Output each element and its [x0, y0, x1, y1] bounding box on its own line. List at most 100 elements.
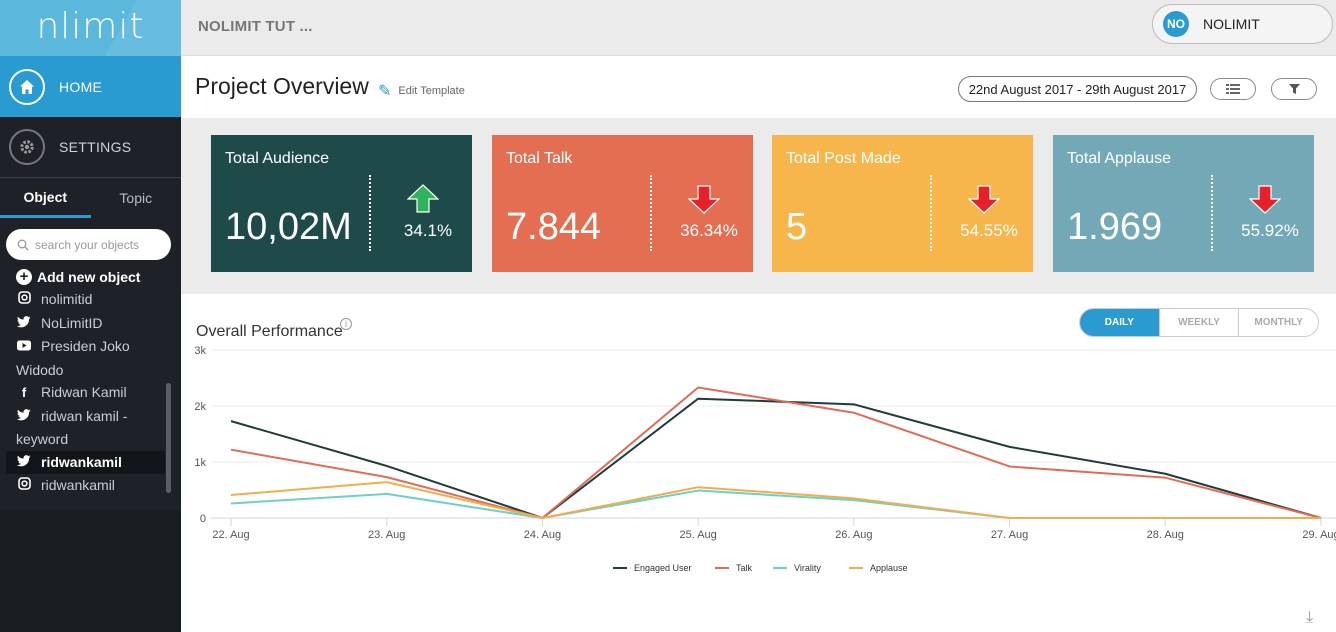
list-item[interactable]: NoLimitID [0, 312, 172, 336]
legend-label: Talk [736, 563, 753, 573]
period-monthly-button[interactable]: MONTHLY [1238, 309, 1318, 336]
legend-label: Virality [794, 563, 821, 573]
facebook-icon: f [21, 385, 27, 400]
edit-template-label: Edit Template [398, 85, 465, 97]
object-label: Presiden Joko Widodo [16, 338, 130, 378]
y-tick-label: 0 [200, 513, 206, 525]
card-value: 7.844 [506, 206, 602, 248]
list-item[interactable]: Presiden Joko Widodo [0, 335, 172, 381]
card-total-audience: Total Audience 10,02M 34.1% [211, 135, 472, 272]
card-divider [650, 175, 652, 251]
twitter-icon [16, 452, 32, 475]
series-line [230, 481, 1321, 519]
list-item[interactable]: ridwankamil [0, 474, 172, 498]
object-label: ridwan kamil - keyword [16, 407, 128, 448]
y-tick-label: 2k [194, 401, 206, 413]
sidebar: nlimit HOME SETTINGS Object Topic [0, 0, 181, 632]
date-range-picker[interactable]: 22nd August 2017 - 29th August 2017 [958, 76, 1197, 102]
card-percent: 34.1% [403, 221, 453, 240]
object-list: nolimitid NoLimitID Presiden Joko Widodo… [0, 288, 172, 508]
x-tick-label: 26. Aug [835, 529, 872, 541]
x-tick-label: 24. Aug [524, 529, 561, 541]
period-daily-button[interactable]: DAILY [1080, 309, 1159, 336]
twitter-icon [16, 406, 32, 429]
arrow-up-icon [407, 184, 439, 213]
x-tick-label: 27. Aug [991, 529, 1028, 541]
nav-home-label: HOME [59, 78, 103, 95]
x-tick-label: 28. Aug [1147, 529, 1184, 541]
object-label: NoLimitID [41, 314, 103, 331]
home-icon [9, 68, 45, 105]
avatar: NO [1163, 11, 1189, 37]
user-name: NOLIMIT [1203, 16, 1260, 32]
arrow-down-icon [968, 185, 1000, 214]
performance-line-chart: 0 1k 2k 3k 22. Aug 23. Aug 24. Aug 25. Aug 26. A… [194, 345, 1336, 573]
card-total-talk: Total Talk 7.844 36.34% [492, 135, 753, 272]
series-line [230, 397, 1322, 519]
search-placeholder: search your objects [35, 237, 140, 252]
add-new-object-button[interactable]: + Add new object [16, 269, 140, 285]
list-icon [1226, 84, 1240, 94]
tab-object[interactable]: Object [0, 178, 91, 218]
object-label: ridwankamil [41, 477, 115, 493]
add-new-object-label: Add new object [37, 269, 141, 285]
instagram-icon [16, 289, 32, 312]
arrow-down-icon [688, 185, 720, 214]
card-percent: 36.34% [680, 221, 738, 240]
nav-settings-label: SETTINGS [59, 139, 132, 155]
twitter-icon [16, 313, 32, 336]
card-title: Total Talk [506, 150, 573, 167]
card-divider [369, 175, 371, 251]
card-value: 1.969 [1067, 206, 1163, 248]
legend-label: Applause [870, 563, 908, 573]
edit-template-link[interactable]: ✎ Edit Template [378, 81, 465, 101]
card-divider [1211, 175, 1213, 251]
x-tick-label: 22. Aug [212, 529, 249, 541]
filter-icon [1288, 84, 1300, 94]
card-total-applause: Total Applause 1.969 55.92% [1053, 135, 1314, 272]
card-divider [930, 175, 932, 251]
performance-title: Overall Performance [196, 323, 343, 340]
page-title: Project Overview [195, 73, 369, 99]
object-label: nolimitid [41, 291, 93, 307]
period-weekly-button[interactable]: WEEKLY [1158, 309, 1239, 336]
list-item[interactable]: nolimitid [0, 288, 172, 312]
user-menu[interactable]: NO NOLIMIT [1152, 4, 1333, 44]
card-title: Total Post Made [786, 150, 901, 167]
legend-label: Engaged User [634, 563, 692, 573]
x-tick-label: 25. Aug [679, 529, 716, 541]
y-tick-label: 1k [194, 457, 206, 469]
youtube-icon [16, 336, 32, 359]
filter-button[interactable] [1271, 78, 1317, 100]
tab-topic[interactable]: Topic [90, 178, 181, 218]
card-value: 5 [786, 206, 808, 248]
plus-icon: + [16, 269, 32, 285]
arrow-down-icon [1249, 185, 1281, 214]
download-icon[interactable]: ⤓ [1306, 609, 1314, 626]
x-tick-label: 29. Aug [1302, 529, 1336, 541]
logo[interactable]: nlimit [0, 0, 181, 56]
search-icon [17, 239, 29, 250]
object-label: Ridwan Kamil [41, 384, 127, 400]
info-icon[interactable]: i [340, 318, 352, 330]
instagram-icon [16, 475, 32, 498]
y-tick-label: 3k [194, 345, 206, 357]
search-input[interactable]: search your objects [6, 229, 171, 260]
list-item[interactable]: f Ridwan Kamil [0, 381, 172, 405]
list-item-active[interactable]: ridwankamil [6, 450, 165, 475]
nav-settings[interactable]: SETTINGS [0, 117, 181, 178]
logo-text: nlimit [36, 5, 145, 47]
x-tick-label: 23. Aug [368, 529, 405, 541]
card-percent: 54.55% [960, 221, 1018, 240]
list-item[interactable]: ridwan kamil - keyword [0, 405, 172, 451]
series-line [230, 489, 1321, 519]
object-label: ridwankamil [41, 453, 122, 470]
series-line [230, 386, 1322, 519]
card-total-post-made: Total Post Made 5 54.55% [772, 135, 1033, 272]
nav-home[interactable]: HOME [0, 56, 181, 117]
pencil-icon: ✎ [378, 83, 392, 100]
sidebar-scrollbar[interactable] [166, 383, 171, 493]
project-breadcrumb[interactable]: NOLIMIT TUT ... [198, 18, 313, 35]
list-view-button[interactable] [1210, 78, 1256, 100]
sidebar-footer [0, 510, 181, 632]
